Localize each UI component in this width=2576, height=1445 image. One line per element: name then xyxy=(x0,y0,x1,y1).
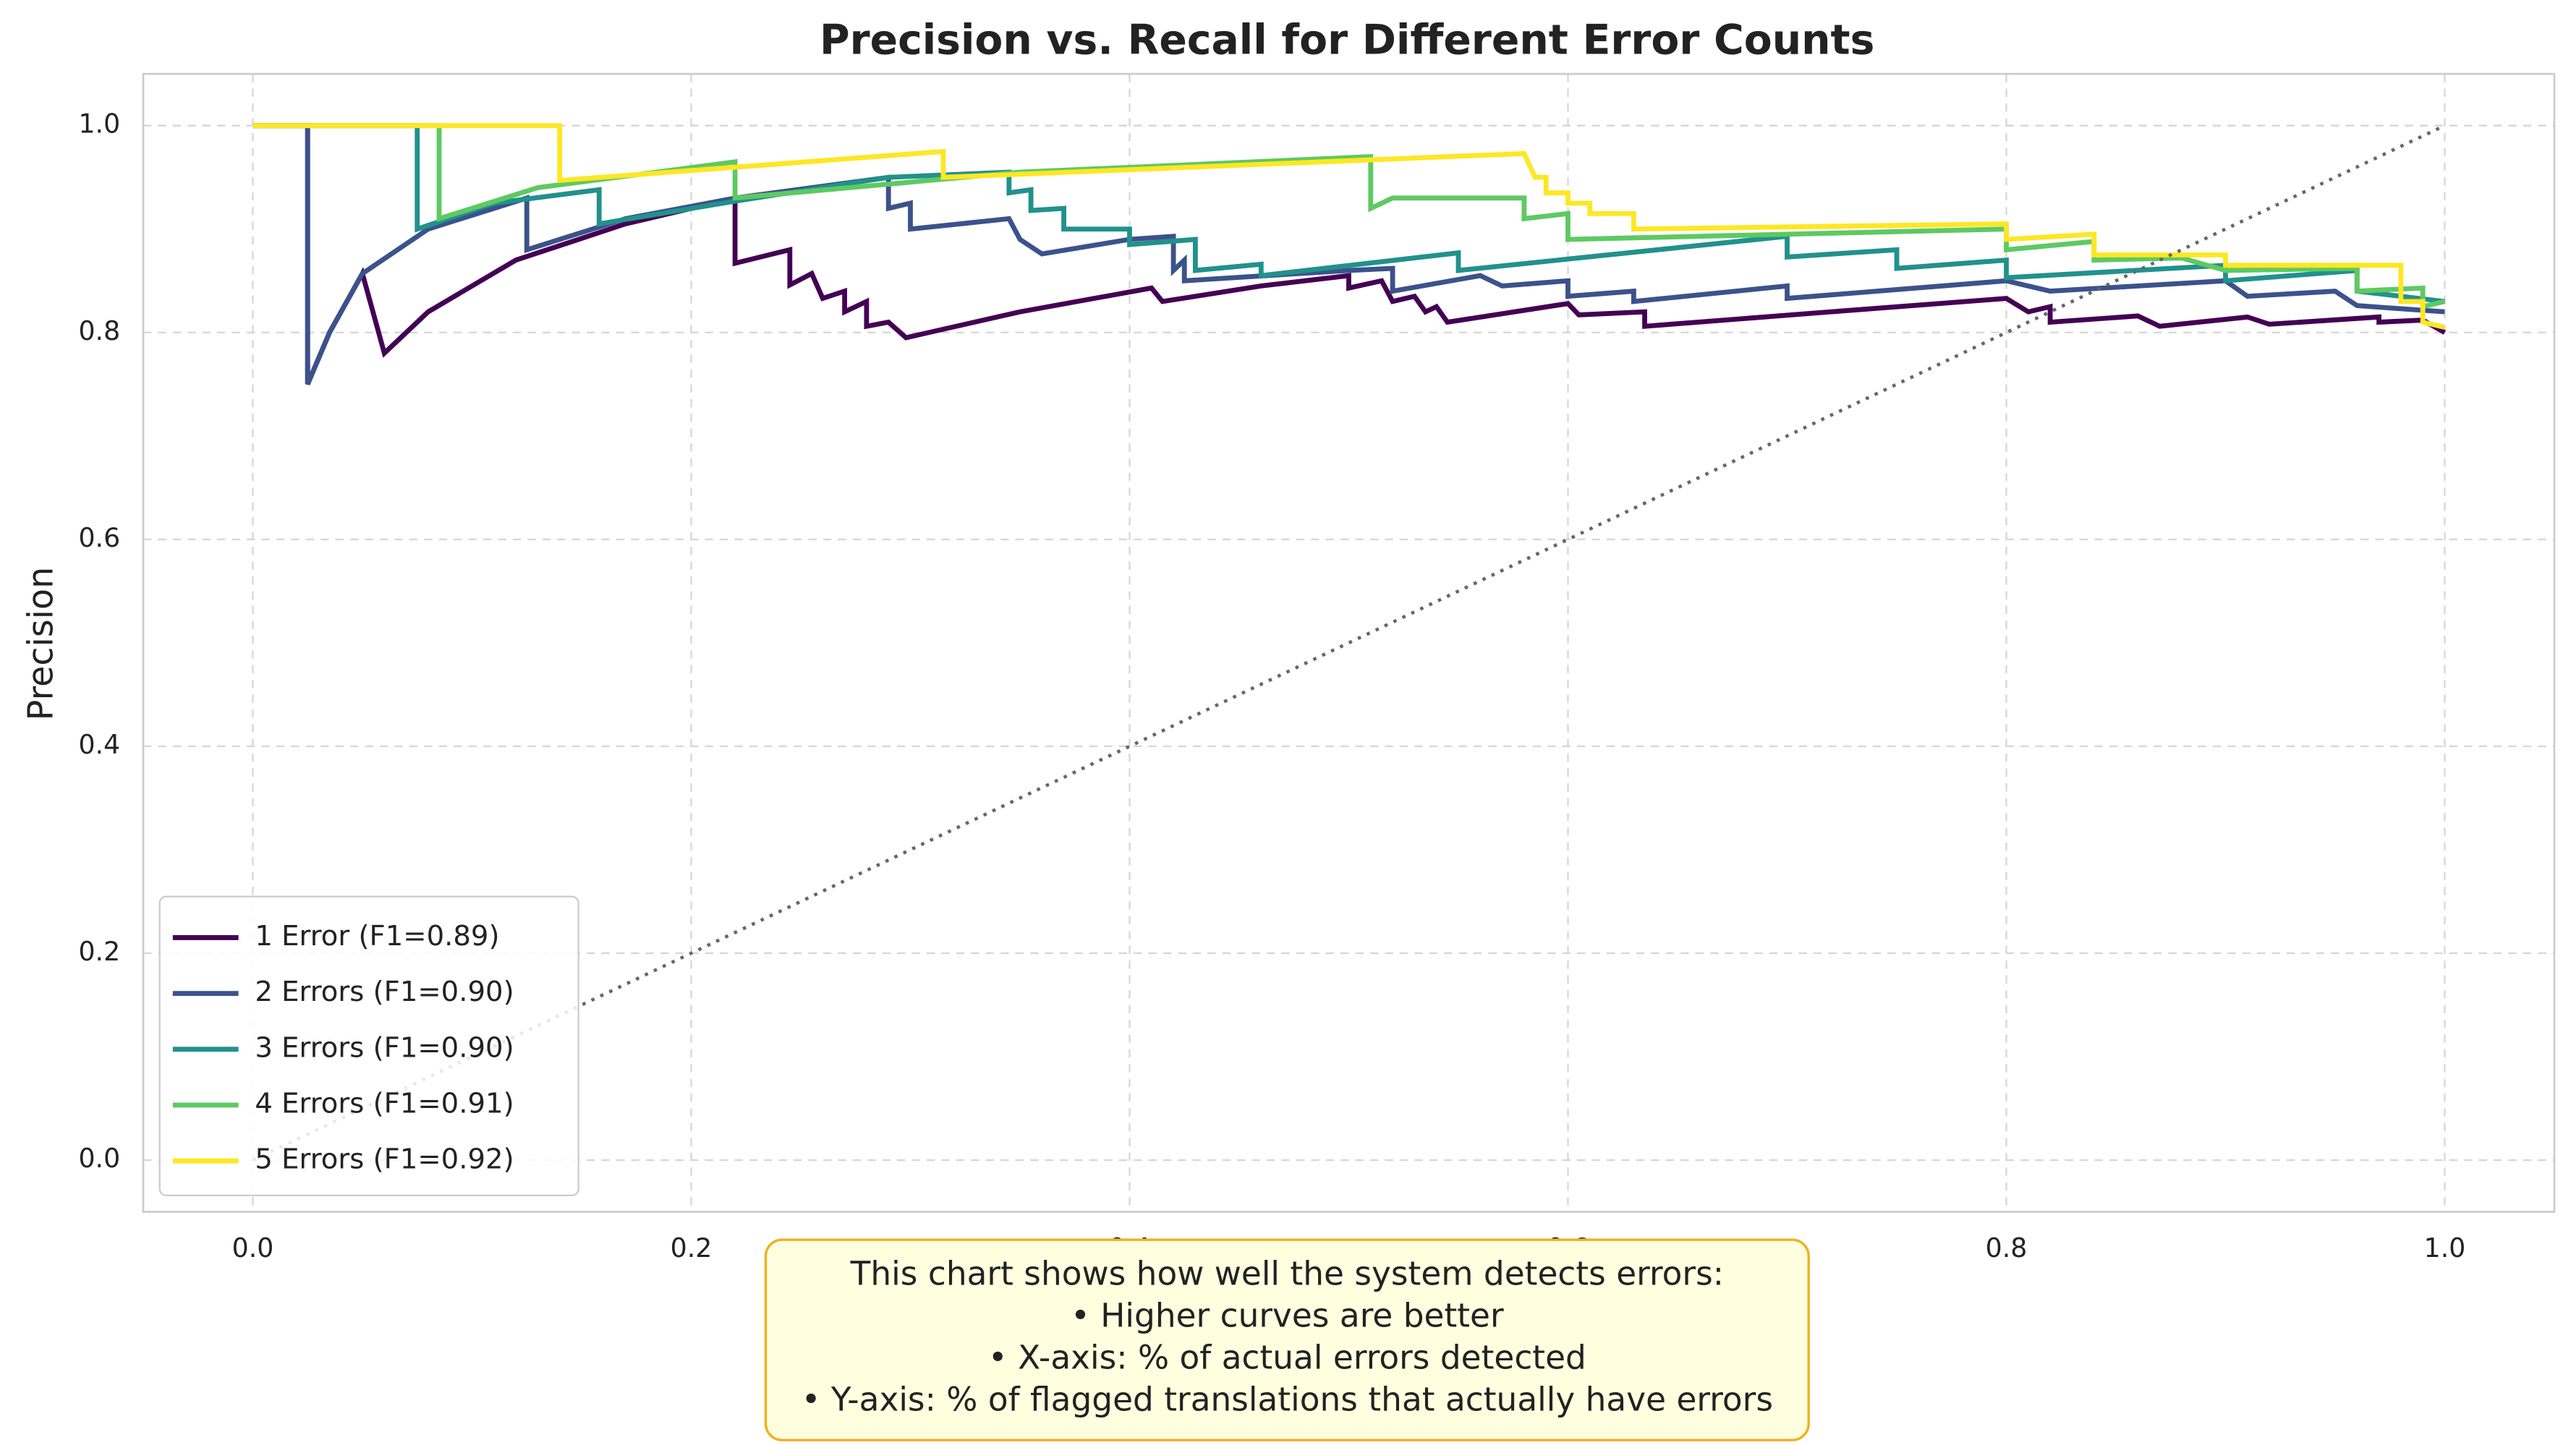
annotation-text: This chart shows how well the system det… xyxy=(850,1255,1724,1293)
y-tick-label: 0.8 xyxy=(78,315,120,346)
legend-label: 5 Errors (F1=0.92) xyxy=(255,1143,514,1176)
x-tick-label: 0.0 xyxy=(232,1232,274,1263)
annotation-box xyxy=(764,1238,1810,1441)
x-tick-label: 0.8 xyxy=(1986,1232,2028,1263)
y-tick-label: 0.2 xyxy=(78,936,120,967)
legend-box xyxy=(158,895,579,1197)
x-tick-label: 0.2 xyxy=(671,1232,713,1263)
y-tick-label: 0.4 xyxy=(78,729,120,760)
chart-title: Precision vs. Recall for Different Error… xyxy=(820,17,1874,64)
legend-label: 1 Error (F1=0.89) xyxy=(255,920,499,952)
annotation-text: • Higher curves are better xyxy=(1071,1297,1504,1335)
annotation-text: • Y-axis: % of flagged translations that… xyxy=(802,1380,1773,1418)
pr-curve xyxy=(252,123,2445,385)
pr-curve xyxy=(252,123,2445,304)
legend-label: 4 Errors (F1=0.91) xyxy=(255,1088,514,1120)
y-tick-label: 0.6 xyxy=(78,522,120,553)
y-tick-label: 0.0 xyxy=(78,1143,120,1174)
pr-curve xyxy=(252,123,2447,385)
plot-frame xyxy=(142,72,2556,1213)
pr-curve xyxy=(252,123,2446,330)
y-axis-label: Precision xyxy=(21,567,61,721)
legend-label: 2 Errors (F1=0.90) xyxy=(255,976,514,1008)
annotation-text: • X-axis: % of actual errors detected xyxy=(988,1338,1586,1376)
x-tick-label: 1.0 xyxy=(2424,1232,2466,1263)
legend-label: 3 Errors (F1=0.90) xyxy=(255,1031,514,1064)
y-tick-label: 1.0 xyxy=(78,108,120,140)
